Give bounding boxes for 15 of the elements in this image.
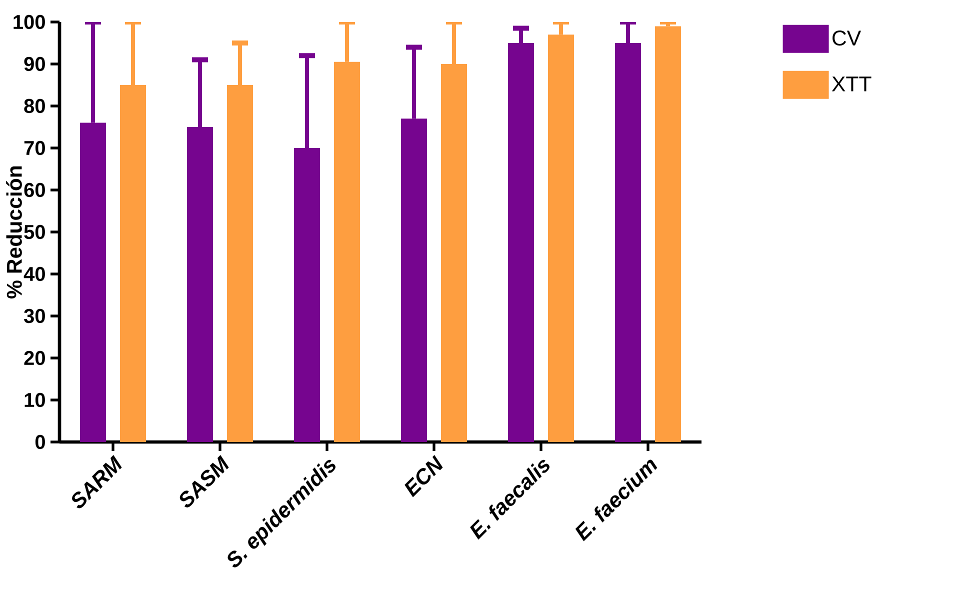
bar bbox=[655, 26, 681, 442]
y-tick-label: 100 bbox=[14, 14, 45, 30]
y-tick-label: 40 bbox=[24, 266, 45, 282]
y-tick-label: 10 bbox=[24, 392, 45, 408]
y-tick-label: 20 bbox=[24, 350, 45, 366]
y-tick-label: 90 bbox=[24, 56, 45, 72]
y-tick-label: 0 bbox=[35, 434, 45, 450]
legend-label: CV bbox=[832, 30, 862, 46]
legend-label: XTT bbox=[832, 76, 872, 92]
y-tick-label: 80 bbox=[24, 98, 45, 114]
y-tick-label: 50 bbox=[24, 224, 45, 240]
y-tick-label: 60 bbox=[24, 182, 45, 198]
y-axis-title: % Reducción bbox=[6, 166, 22, 298]
y-tick-label: 30 bbox=[24, 308, 45, 324]
y-tick-label: 70 bbox=[24, 140, 45, 156]
